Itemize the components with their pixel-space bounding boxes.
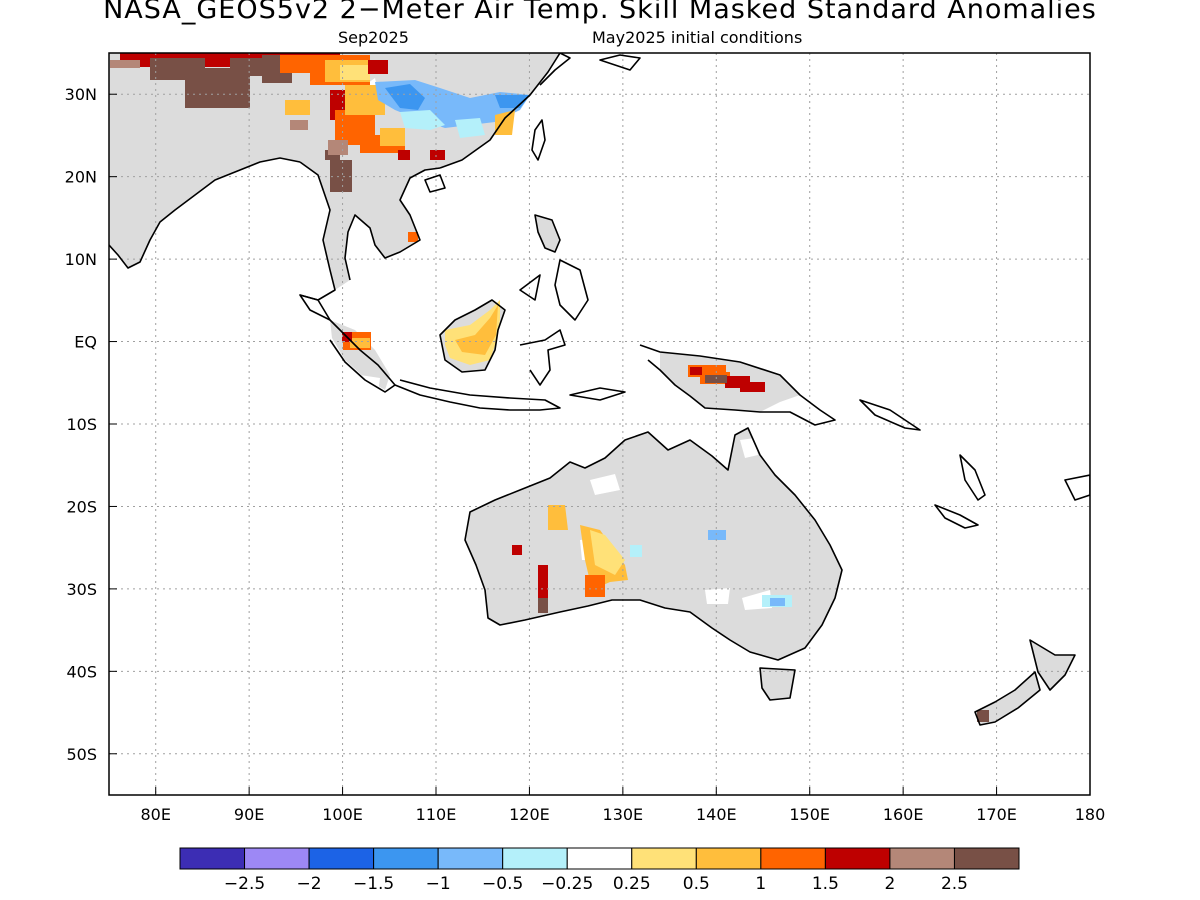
colorbar-label: 2 [885,874,896,894]
lat-tick-label: 30N [65,85,97,104]
colorbar-label: 2.5 [941,874,968,894]
initial-conditions: May2025 initial conditions [592,28,803,47]
lon-tick-label: 140E [696,805,737,824]
coast-indochina [299,161,336,321]
lat-tick-label: 30S [66,580,97,599]
lon-tick-label: 180 [1075,805,1106,824]
lon-axis-labels: 80E 90E 100E 110E 120E 130E 140E 150E 160E 170E 18… [140,787,1105,824]
map-area [109,53,1090,795]
lat-tick-label: EQ [74,333,97,352]
coast-australia [464,427,843,661]
coast-thailand-gulf [344,167,441,281]
colorbar-label: −0.25 [541,874,593,894]
colorbar-label: −2.5 [224,874,265,894]
coast-hainan [424,174,446,193]
coast-philippines [519,214,589,321]
grid-lines [109,53,1090,795]
anomaly-cells [110,53,989,722]
coast-tasmania [759,667,796,701]
colorbar-label: −1 [426,874,451,894]
coast-sumatra [299,294,396,393]
colorbar-swatch [244,847,310,870]
colorbar-swatch [179,847,246,870]
lat-tick-label: 10S [66,415,97,434]
lon-tick-label: 120E [509,805,550,824]
lon-tick-label: 80E [140,805,170,824]
lat-tick-label: 20S [66,497,97,516]
coast-india [109,157,301,269]
coast-borneo [439,299,506,373]
lat-tick-label: 50S [66,745,97,764]
masked-land [109,53,1075,725]
coast-java [394,379,561,411]
land-australia [465,428,842,660]
land-new-zealand-north [1030,640,1075,690]
lon-tick-label: 150E [789,805,830,824]
colorbar-labels: −2.5 −2 −1.5 −1 −0.5 −0.25 0.25 0.5 1 1.5 2 2.5 [224,874,968,894]
colorbar-swatch [308,847,375,870]
colorbar-label: −0.5 [482,874,523,894]
land-luzon [535,215,560,252]
coast-fiji [1064,474,1090,501]
colorbar-swatch [695,847,762,870]
coast-new-zealand [974,639,1076,726]
colorbar-swatch [631,847,697,870]
lon-tick-label: 110E [416,805,457,824]
land-sumatra [330,320,390,390]
coast-new-caledonia [934,504,979,529]
colorbar-label: 0.5 [683,874,710,894]
lat-tick-label: 10N [65,250,97,269]
coast-vanuatu [959,454,986,501]
coast-solomon [859,399,921,431]
colorbar-swatch [373,847,439,870]
lon-tick-label: 130E [603,805,644,824]
colorbar-label: 1 [755,874,766,894]
lon-tick-label: 90E [234,805,264,824]
forecast-month: Sep2025 [338,28,409,47]
colorbar-label: −2 [297,874,322,894]
lat-tick-label: 40S [66,662,97,681]
coast-china [439,53,561,169]
colorbar-swatch [824,847,891,870]
lon-tick-label: 100E [322,805,363,824]
lat-tick-label: 20N [65,168,97,187]
colorbar-label: 1.5 [812,874,839,894]
colorbar-swatch [566,847,633,870]
colorbar-swatch [889,847,955,870]
colorbar [179,847,1020,870]
lon-tick-label: 160E [883,805,924,824]
colorbar-swatch [502,847,568,870]
land-tasmania [760,668,795,700]
colorbar-swatch [760,847,826,870]
coast-sulawesi [519,329,566,386]
colorbar-swatch [953,847,1020,870]
coast-japan-south [599,54,641,71]
land-new-zealand-south [975,672,1040,725]
coast-timor [569,387,626,401]
coast-new-guinea [639,344,836,426]
colorbar-label: −1.5 [353,874,394,894]
colorbar-label: 0.25 [613,874,651,894]
coastlines [109,53,1090,726]
map-title: NASA_GEOS5v2 2−Meter Air Temp. Skill Mas… [103,0,1097,25]
colorbar-swatch [437,847,504,870]
lon-tick-label: 170E [976,805,1017,824]
coast-china-north [539,53,571,86]
lat-axis-labels: 30N 20N 10N EQ 10S 20S 30S 40S 50S [65,85,117,764]
coast-taiwan [531,119,546,161]
